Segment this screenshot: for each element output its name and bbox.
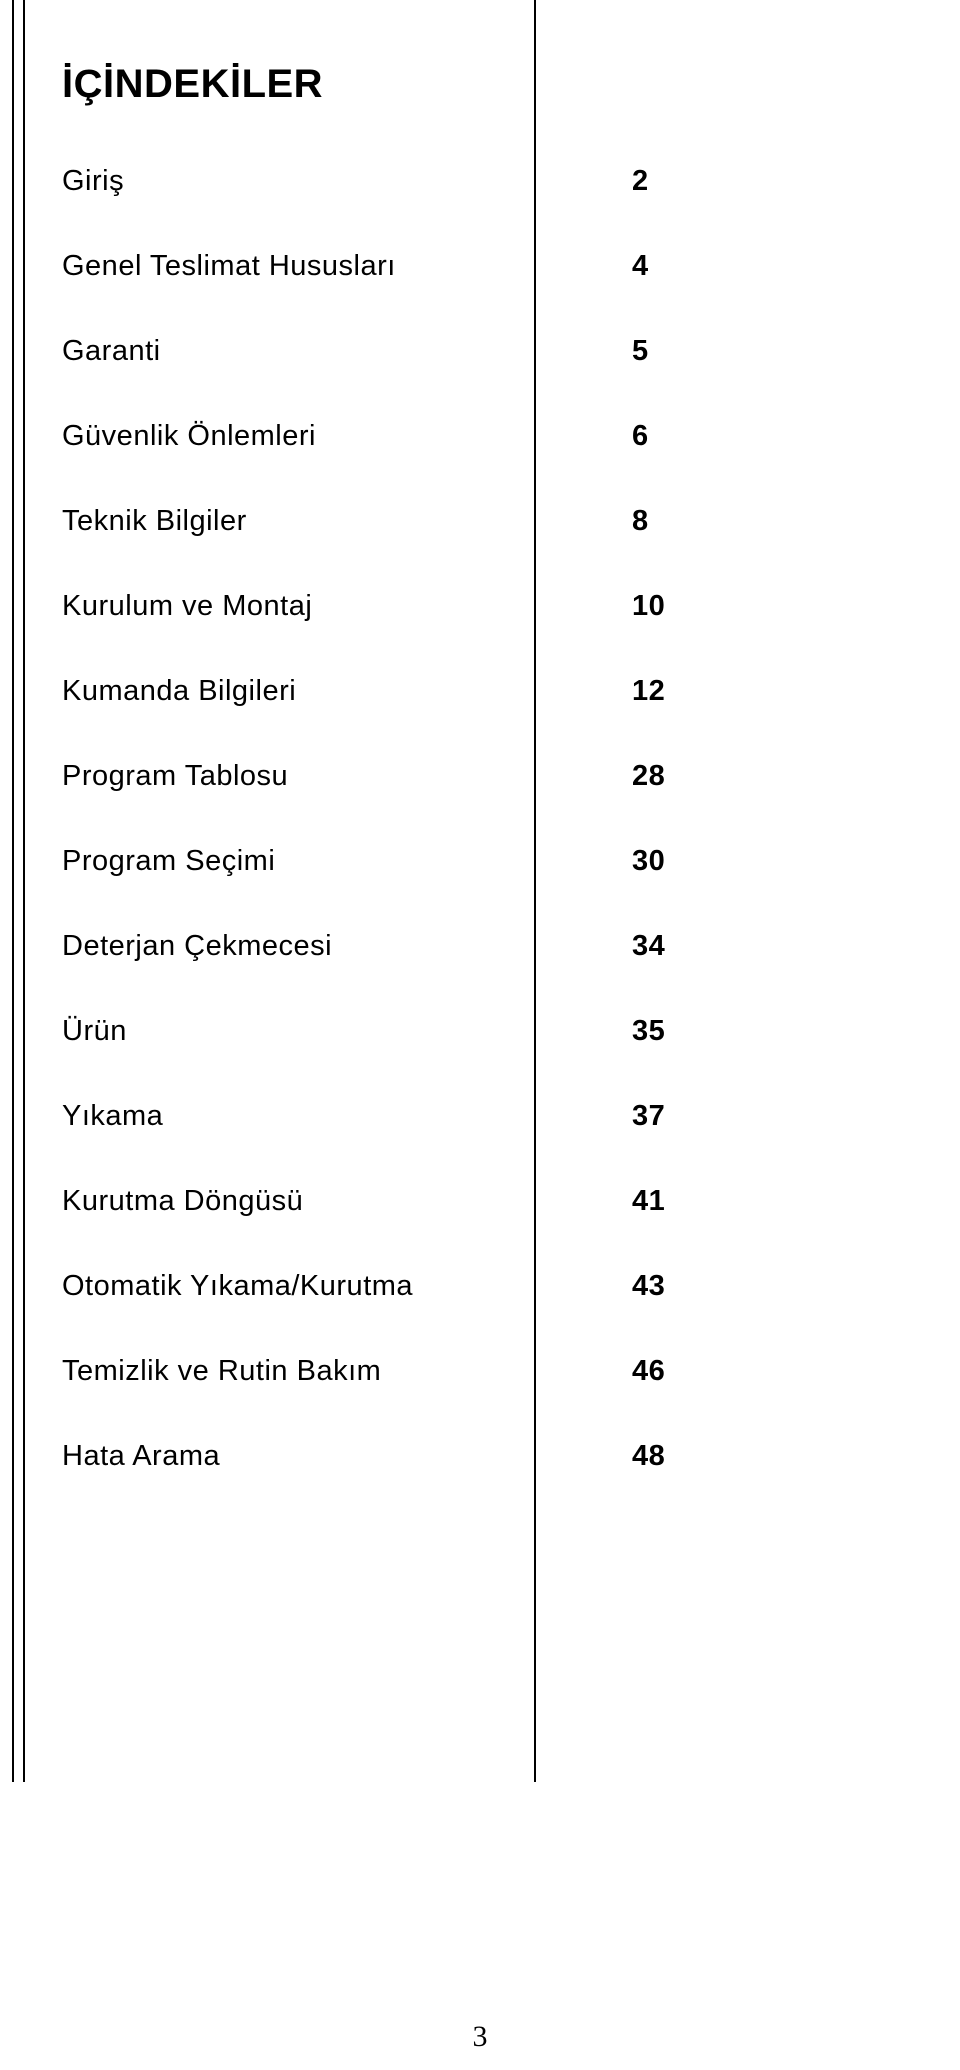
toc-label: Teknik Bilgiler	[62, 505, 632, 538]
toc-page: 12	[632, 675, 665, 708]
toc-row: Giriş 2	[62, 165, 892, 198]
toc-page: 8	[632, 505, 649, 538]
vertical-rule-left-inner	[23, 0, 25, 1782]
toc-label: Genel Teslimat Hususları	[62, 250, 632, 283]
toc-page: 5	[632, 335, 649, 368]
toc-row: Ürün 35	[62, 1015, 892, 1048]
toc-page: 2	[632, 165, 649, 198]
toc-row: Kurulum ve Montaj 10	[62, 590, 892, 623]
toc-page: 48	[632, 1440, 665, 1473]
toc-page: 35	[632, 1015, 665, 1048]
toc-row: Otomatik Yıkama/Kurutma 43	[62, 1270, 892, 1303]
content-area: İÇİNDEKİLER Giriş 2 Genel Teslimat Husus…	[62, 62, 892, 1525]
toc-label: Yıkama	[62, 1100, 632, 1133]
toc-row: Güvenlik Önlemleri 6	[62, 420, 892, 453]
toc-heading: İÇİNDEKİLER	[62, 62, 892, 107]
page: İÇİNDEKİLER Giriş 2 Genel Teslimat Husus…	[0, 0, 960, 2070]
page-number: 3	[0, 2020, 960, 2054]
toc-label: Garanti	[62, 335, 632, 368]
vertical-rule-left-outer	[12, 0, 14, 1782]
toc-page: 34	[632, 930, 665, 963]
toc-page: 4	[632, 250, 649, 283]
toc-row: Hata Arama 48	[62, 1440, 892, 1473]
toc-page: 30	[632, 845, 665, 878]
toc-row: Program Seçimi 30	[62, 845, 892, 878]
toc-row: Program Tablosu 28	[62, 760, 892, 793]
toc-row: Garanti 5	[62, 335, 892, 368]
toc-page: 43	[632, 1270, 665, 1303]
toc-row: Genel Teslimat Hususları 4	[62, 250, 892, 283]
toc-page: 10	[632, 590, 665, 623]
toc-page: 6	[632, 420, 649, 453]
toc-row: Temizlik ve Rutin Bakım 46	[62, 1355, 892, 1388]
toc-label: Program Tablosu	[62, 760, 632, 793]
toc-page: 37	[632, 1100, 665, 1133]
toc-label: Hata Arama	[62, 1440, 632, 1473]
toc-page: 28	[632, 760, 665, 793]
toc-row: Yıkama 37	[62, 1100, 892, 1133]
toc-label: Otomatik Yıkama/Kurutma	[62, 1270, 632, 1303]
toc-row: Deterjan Çekmecesi 34	[62, 930, 892, 963]
toc-label: Kurutma Döngüsü	[62, 1185, 632, 1218]
toc-label: Giriş	[62, 165, 632, 198]
toc-label: Kumanda Bilgileri	[62, 675, 632, 708]
toc-label: Ürün	[62, 1015, 632, 1048]
toc-label: Deterjan Çekmecesi	[62, 930, 632, 963]
toc-row: Kumanda Bilgileri 12	[62, 675, 892, 708]
toc-page: 46	[632, 1355, 665, 1388]
toc-label: Kurulum ve Montaj	[62, 590, 632, 623]
toc-page: 41	[632, 1185, 665, 1218]
toc-label: Program Seçimi	[62, 845, 632, 878]
toc-row: Teknik Bilgiler 8	[62, 505, 892, 538]
toc-label: Güvenlik Önlemleri	[62, 420, 632, 453]
toc-row: Kurutma Döngüsü 41	[62, 1185, 892, 1218]
toc-label: Temizlik ve Rutin Bakım	[62, 1355, 632, 1388]
